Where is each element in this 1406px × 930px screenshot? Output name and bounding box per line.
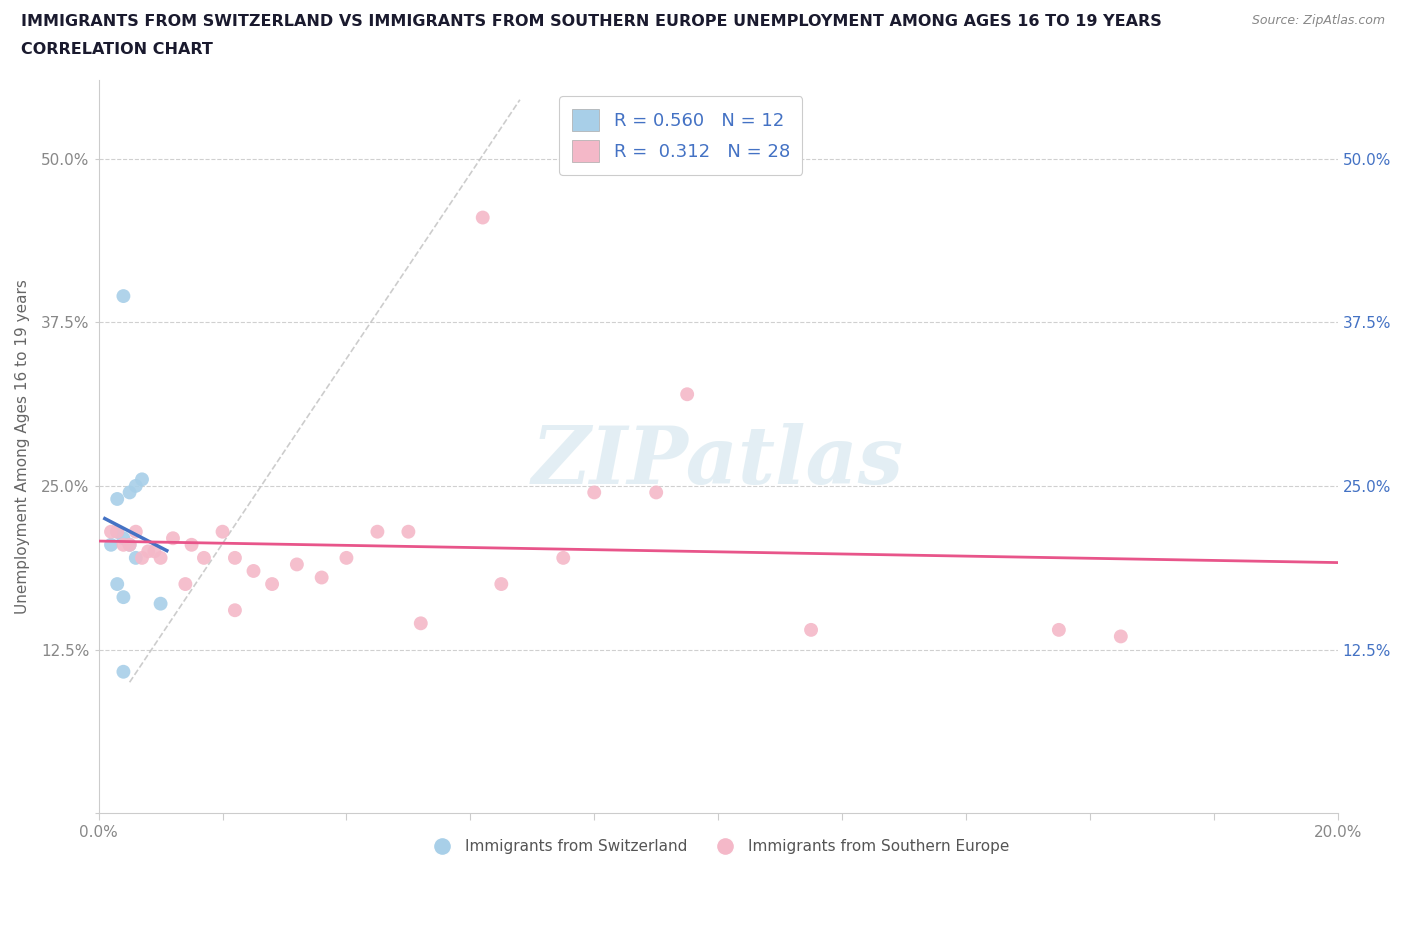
Point [112, 664, 135, 679]
Point [125, 525, 148, 539]
Point [676, 387, 699, 402]
Point [174, 577, 197, 591]
Point [131, 472, 153, 486]
Point [645, 485, 668, 499]
Point [262, 577, 284, 591]
Point [242, 564, 264, 578]
Text: ZIPatlas: ZIPatlas [531, 422, 904, 500]
Point [311, 570, 333, 585]
Point [471, 210, 494, 225]
Point [118, 485, 141, 499]
Point [143, 544, 166, 559]
Text: CORRELATION CHART: CORRELATION CHART [21, 42, 212, 57]
Point [112, 288, 135, 303]
Point [131, 551, 153, 565]
Point [149, 551, 172, 565]
Point [105, 577, 128, 591]
Point [285, 557, 308, 572]
Point [491, 577, 513, 591]
Point [366, 525, 388, 539]
Point [100, 525, 122, 539]
Point [149, 596, 172, 611]
Point [553, 551, 575, 565]
Point [125, 478, 148, 493]
Point [118, 538, 141, 552]
Point [105, 525, 128, 539]
Point [800, 622, 823, 637]
Point [105, 492, 128, 507]
Point [180, 538, 202, 552]
Text: IMMIGRANTS FROM SWITZERLAND VS IMMIGRANTS FROM SOUTHERN EUROPE UNEMPLOYMENT AMON: IMMIGRANTS FROM SWITZERLAND VS IMMIGRANT… [21, 14, 1161, 29]
Text: Source: ZipAtlas.com: Source: ZipAtlas.com [1251, 14, 1385, 27]
Point [105, 525, 128, 539]
Point [409, 616, 432, 631]
Point [224, 551, 246, 565]
Y-axis label: Unemployment Among Ages 16 to 19 years: Unemployment Among Ages 16 to 19 years [15, 279, 30, 614]
Point [211, 525, 233, 539]
Point [100, 538, 122, 552]
Point [136, 544, 159, 559]
Point [162, 531, 184, 546]
Point [335, 551, 357, 565]
Point [224, 603, 246, 618]
Point [1047, 622, 1070, 637]
Point [118, 538, 141, 552]
Point [193, 551, 215, 565]
Point [112, 531, 135, 546]
Point [396, 525, 419, 539]
Point [112, 590, 135, 604]
Legend: Immigrants from Switzerland, Immigrants from Southern Europe: Immigrants from Switzerland, Immigrants … [420, 833, 1015, 860]
Point [583, 485, 606, 499]
Point [125, 551, 148, 565]
Point [1109, 629, 1132, 644]
Point [112, 538, 135, 552]
